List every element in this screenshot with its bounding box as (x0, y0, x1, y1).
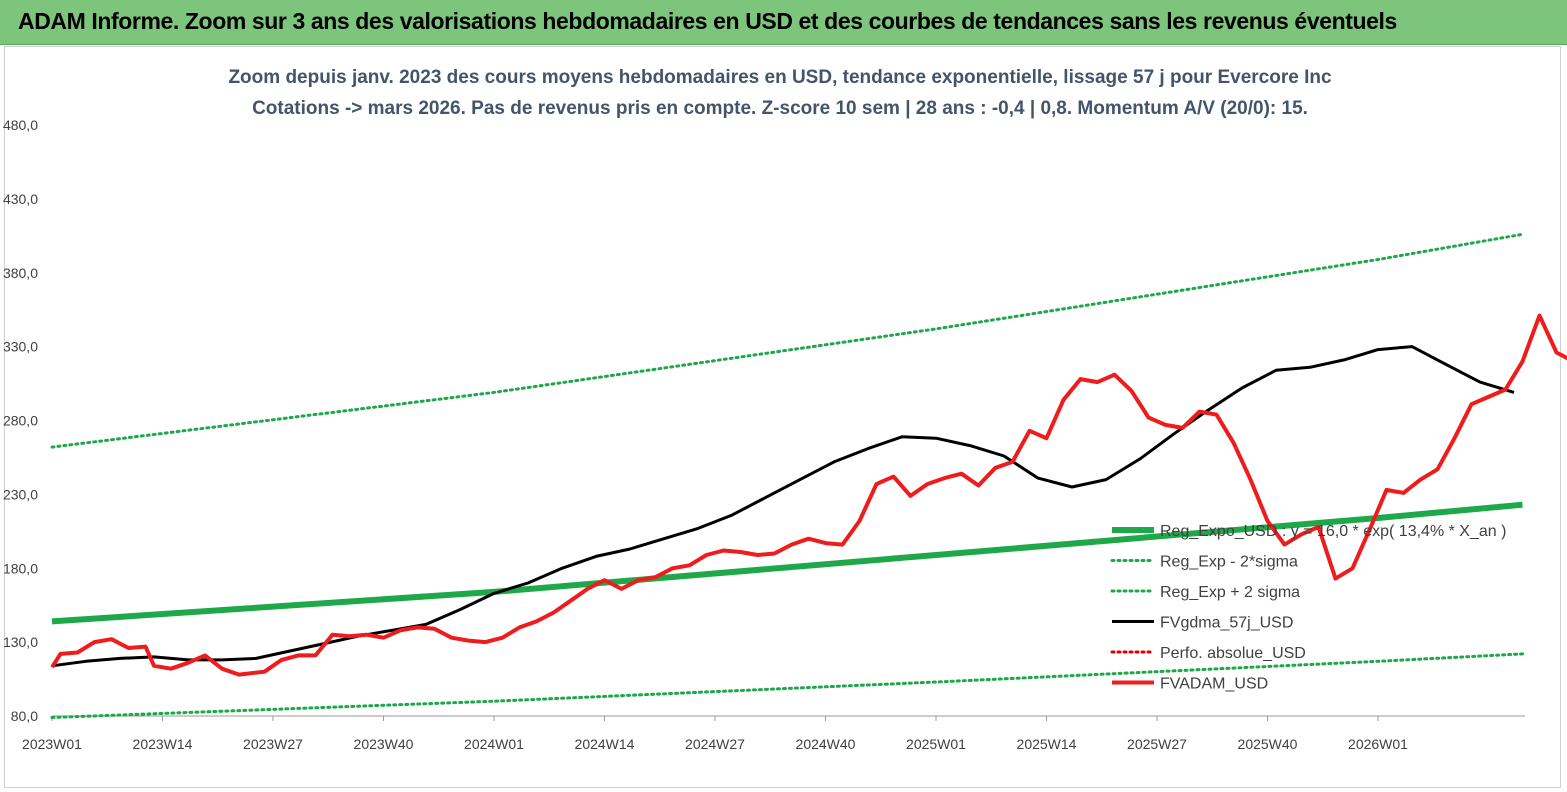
legend-label: Reg_Exp + 2 sigma (1160, 584, 1300, 601)
subtitle-background (270, 60, 1295, 126)
x-tick-label: 2025W27 (1127, 736, 1187, 752)
x-tick-label: 2025W40 (1238, 736, 1298, 752)
x-tick-label: 2024W01 (464, 736, 524, 752)
series-line-0 (51, 501, 1523, 625)
y-tick-label: 80,0 (11, 708, 38, 724)
x-tick-label: 2023W27 (243, 736, 303, 752)
x-tick-label: 2024W40 (796, 736, 856, 752)
y-tick-label: 180,0 (3, 560, 38, 576)
series-line-3 (51, 345, 1515, 668)
legend-label: FVADAM_USD (1160, 676, 1268, 693)
y-tick-label: 130,0 (3, 634, 38, 650)
series-layer (50, 232, 1567, 719)
y-tick-label: 280,0 (3, 413, 38, 429)
x-tick-label: 2025W14 (1017, 736, 1077, 752)
x-tick-label: 2024W27 (685, 736, 745, 752)
x-tick-label: 2023W14 (133, 736, 193, 752)
y-tick-label: 230,0 (3, 486, 38, 502)
series-line-2 (50, 232, 1524, 449)
y-tick-label: 380,0 (3, 265, 38, 281)
legend-box (1108, 517, 1522, 697)
legend: Reg_Expo_USD : y = 16,0 * exp( 13,4% * X… (1108, 517, 1522, 697)
chart-title: Zoom depuis janv. 2023 des cours moyens … (228, 67, 1332, 88)
report-title: ADAM Informe. Zoom sur 3 ans des valoris… (18, 8, 1397, 34)
series-line-1 (50, 652, 1524, 719)
x-axis-ticks: 2023W01 2023W14 2023W27 2023W40 2024W01 2024W… (22, 716, 1408, 752)
x-tick-label: 2026W01 (1348, 736, 1408, 752)
y-axis-ticks: 80,0 130,0 180,0 230,0 280,0 330,0 380,0 430,0 4… (3, 117, 38, 724)
y-tick-label: 480,0 (3, 117, 38, 133)
legend-label: Perfo. absolue_USD (1160, 645, 1306, 662)
y-tick-label: 430,0 (3, 191, 38, 207)
report-banner: ADAM Informe. Zoom sur 3 ans des valoris… (0, 0, 1567, 45)
x-tick-label: 2023W01 (22, 736, 82, 752)
legend-label: FVgdma_57j_USD (1160, 615, 1293, 632)
x-tick-label: 2024W14 (575, 736, 635, 752)
legend-label: Reg_Expo_USD : y = 16,0 * exp( 13,4% * X… (1160, 523, 1506, 540)
x-tick-label: 2025W01 (906, 736, 966, 752)
x-tick-label: 2023W40 (354, 736, 414, 752)
chart-subtitle: Cotations -> mars 2026. Pas de revenus p… (252, 98, 1308, 119)
series-line-5 (50, 313, 1567, 677)
y-tick-label: 330,0 (3, 339, 38, 355)
legend-label: Reg_Exp - 2*sigma (1160, 554, 1298, 571)
